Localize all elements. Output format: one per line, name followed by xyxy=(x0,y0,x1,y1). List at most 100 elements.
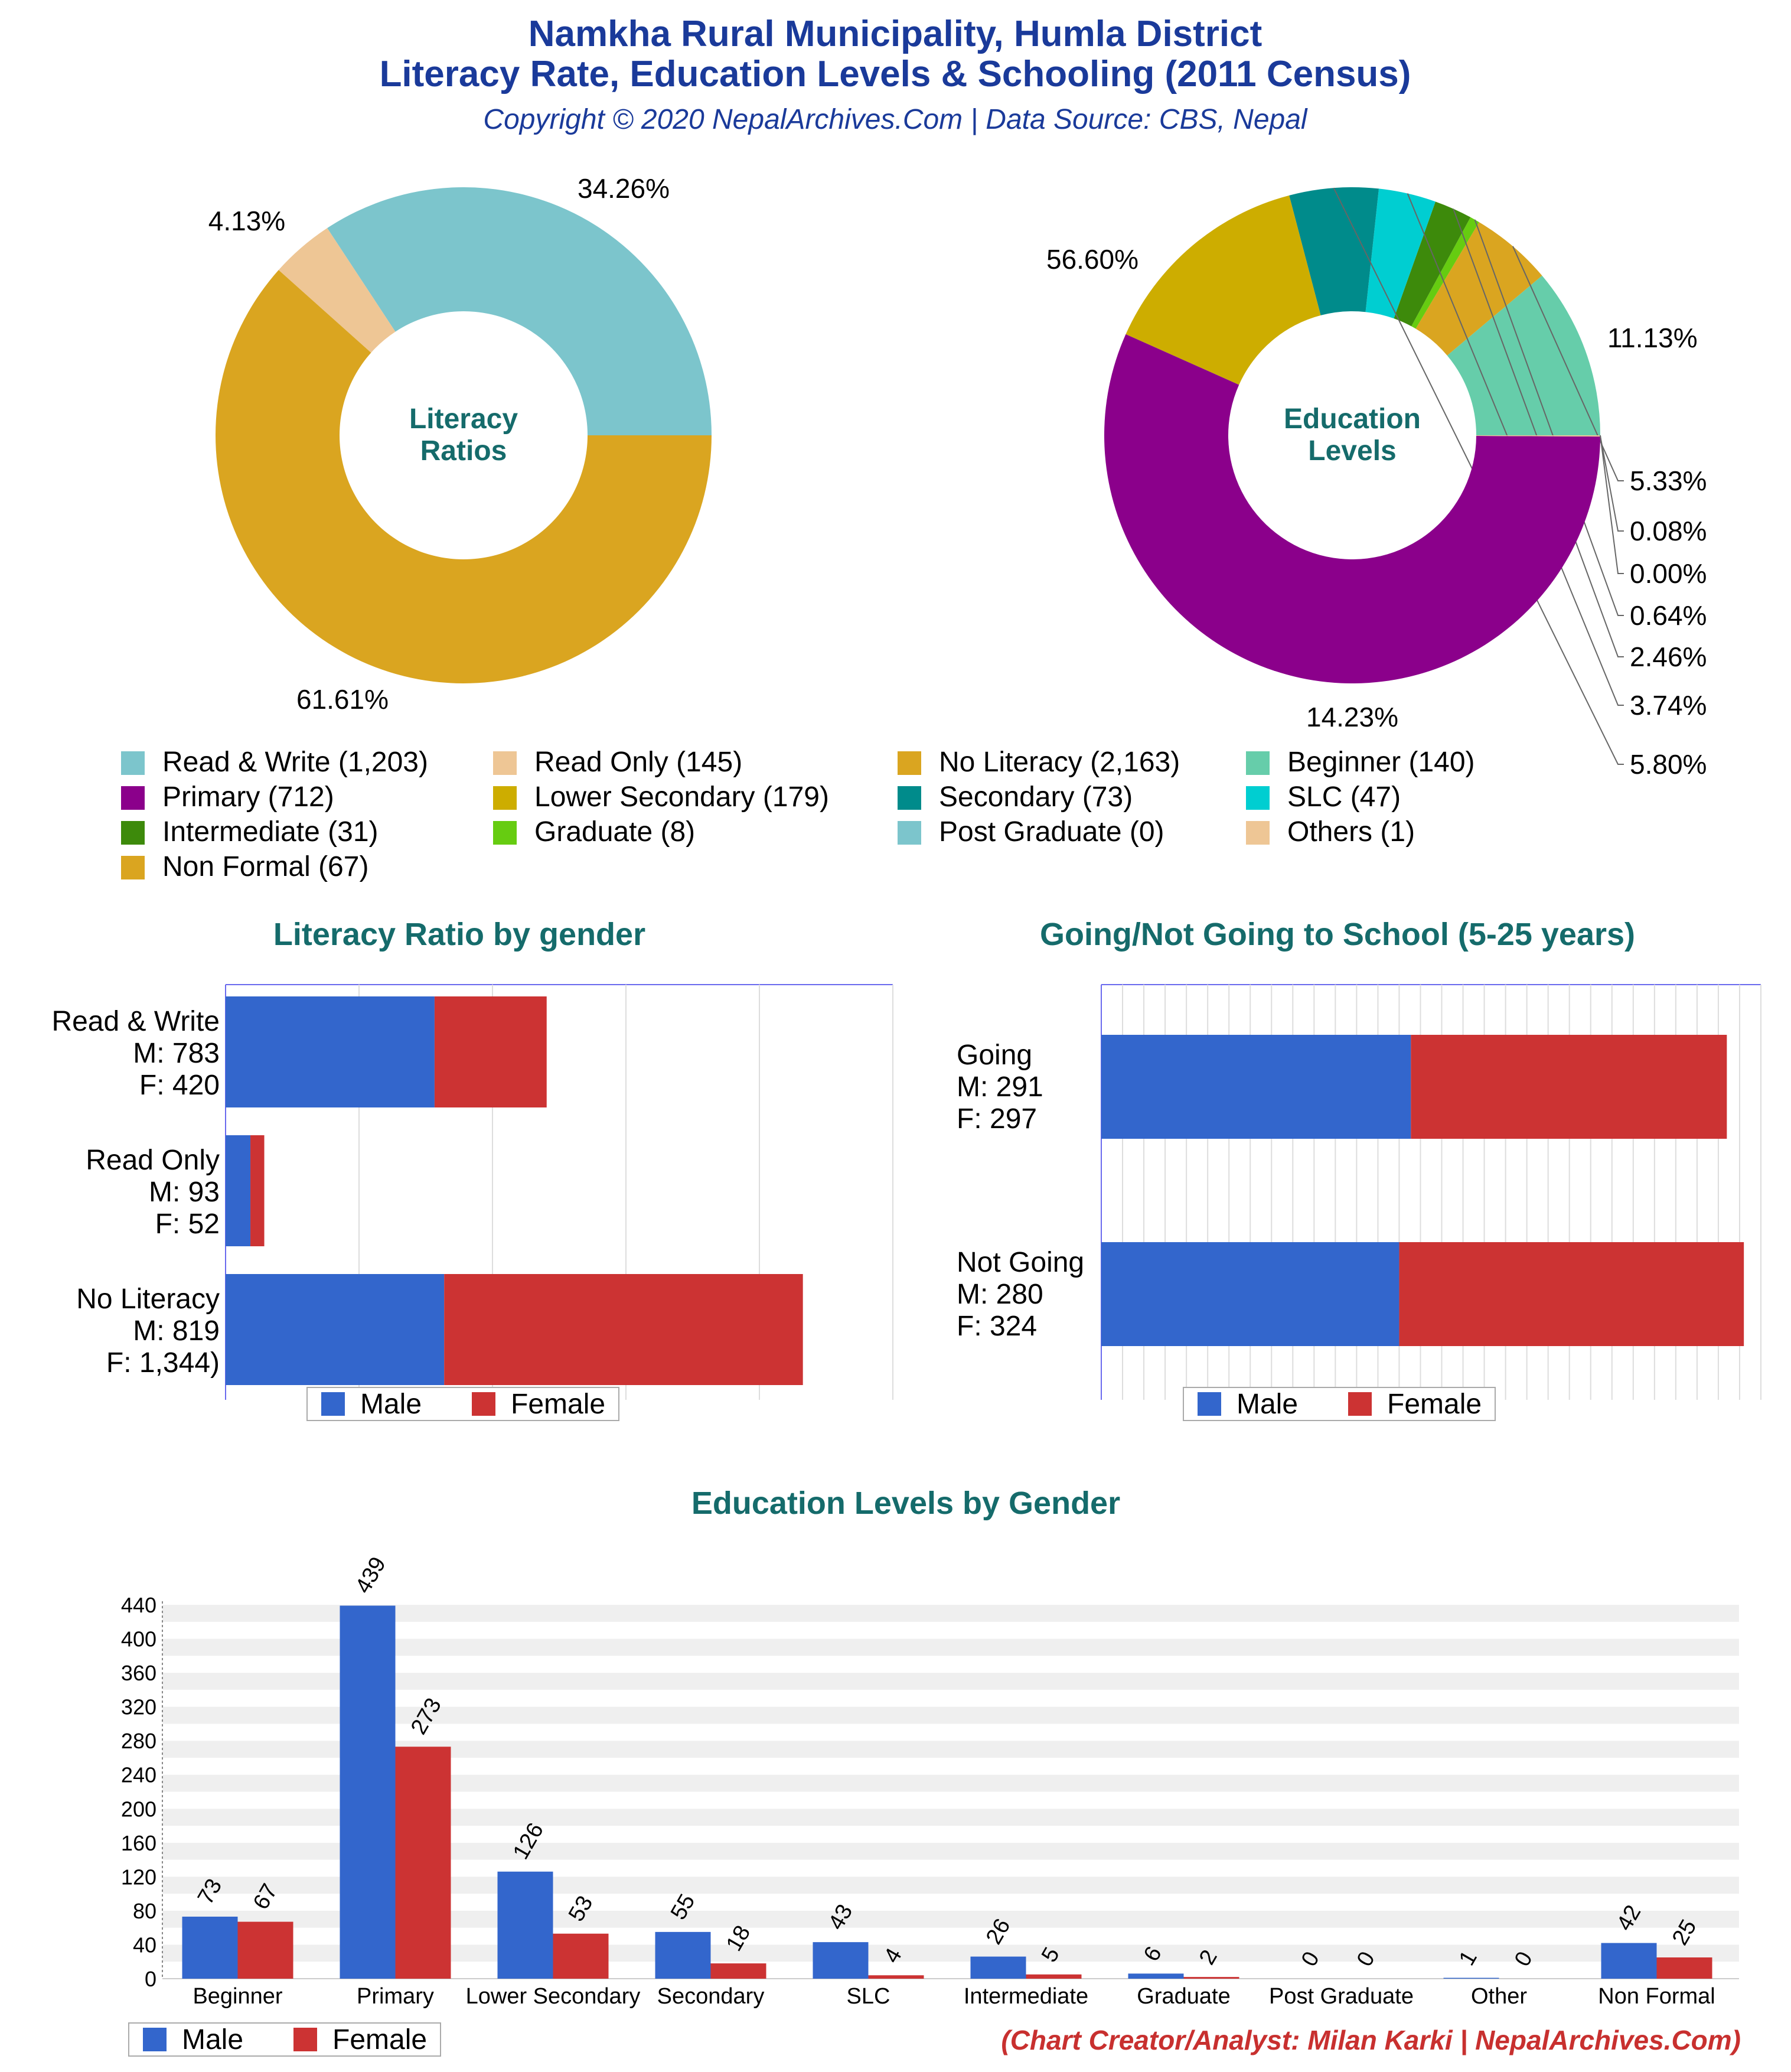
y-tick-label-360: 360 xyxy=(121,1661,156,1685)
category-label-going-line-2: M: 291 xyxy=(957,1071,1043,1103)
background-band xyxy=(162,1724,1739,1741)
percent-label-graduate: 0.64% xyxy=(1630,600,1707,631)
x-tick-label-primary: Primary xyxy=(357,1984,434,2009)
leader-line-slc xyxy=(1407,193,1624,706)
background-band xyxy=(162,1638,1739,1656)
bar-graduate-male xyxy=(1128,1973,1184,1979)
x-tick-label-lower-secondary: Lower Secondary xyxy=(466,1984,641,2009)
percent-label-beginner: 11.13% xyxy=(1607,322,1698,353)
legend-swatch-non-formal-67 xyxy=(121,856,145,879)
bar-secondary-male xyxy=(655,1931,711,1979)
percent-label-slc: 3.74% xyxy=(1630,690,1707,721)
bar-graduate-female xyxy=(1183,1977,1239,1979)
legend-swatch-no-literacy-2-163 xyxy=(898,751,921,775)
background-band xyxy=(162,1621,1739,1639)
legend-label-male: Male xyxy=(360,1389,422,1420)
category-label-read-write-line-3: F: 420 xyxy=(139,1070,220,1101)
x-tick-label-secondary: Secondary xyxy=(657,1984,765,2009)
title-line-1: Namkha Rural Municipality, Humla Distric… xyxy=(529,14,1262,54)
legend-label-intermediate-31: Intermediate (31) xyxy=(162,816,379,848)
bar-other-male xyxy=(1443,1977,1499,1979)
category-label-going-line-1: Going xyxy=(957,1040,1032,1071)
bar-primary-male xyxy=(340,1605,396,1979)
percent-label-secondary: 5.80% xyxy=(1630,749,1707,780)
legend-box xyxy=(306,1387,619,1421)
bar-slc-female xyxy=(868,1975,924,1979)
leader-line-secondary xyxy=(1333,187,1624,765)
legend-label-female: Female xyxy=(511,1389,605,1420)
copyright-line: Copyright © 2020 NepalArchives.Com | Dat… xyxy=(483,104,1307,135)
bar-beginner-female xyxy=(237,1921,293,1979)
category-label-read-only-line-3: F: 52 xyxy=(155,1208,220,1240)
legend-label-slc-47: SLC (47) xyxy=(1287,781,1401,813)
legend-swatch-lower-secondary-179 xyxy=(493,786,517,810)
percent-label-intermediate: 2.46% xyxy=(1630,641,1707,672)
legend-label-secondary-73: Secondary (73) xyxy=(939,781,1133,813)
legend-label-male: Male xyxy=(1237,1389,1298,1420)
legend-swatch-female xyxy=(1348,1392,1372,1416)
background-band xyxy=(162,1656,1739,1673)
category-label-not-going-line-1: Not Going xyxy=(957,1247,1084,1278)
legend-swatch-male xyxy=(143,2028,167,2051)
background-band xyxy=(162,1706,1739,1724)
x-tick-label-non-formal: Non Formal xyxy=(1598,1984,1715,2009)
category-label-read-only-line-1: Read Only xyxy=(86,1145,220,1176)
x-tick-label-beginner: Beginner xyxy=(193,1984,282,2009)
legend-swatch-read-only-145 xyxy=(493,751,517,775)
school-chart-title: Going/Not Going to School (5-25 years) xyxy=(1040,917,1635,952)
y-tick-label-0: 0 xyxy=(145,1967,156,1991)
bar-going-male xyxy=(1101,1035,1411,1139)
legend-swatch-post-graduate-0 xyxy=(898,821,921,845)
category-label-read-write-line-2: M: 783 xyxy=(133,1038,220,1069)
legend-swatch-female xyxy=(472,1392,495,1416)
legend-label-beginner-140: Beginner (140) xyxy=(1287,747,1475,778)
category-label-not-going-line-3: F: 324 xyxy=(957,1311,1037,1342)
bar-slc-male xyxy=(813,1942,869,1979)
y-tick-label-280: 280 xyxy=(121,1729,156,1753)
legend-label-graduate-8: Graduate (8) xyxy=(534,816,695,848)
percent-label-others: 0.08% xyxy=(1630,516,1707,546)
legend-label-male: Male xyxy=(182,2024,243,2055)
category-label-going-line-3: F: 297 xyxy=(957,1103,1037,1135)
legend-swatch-read-write-1-203 xyxy=(121,751,145,775)
slice-lower-secondary xyxy=(1126,195,1321,385)
legend: Male Female xyxy=(128,2022,441,2057)
legend: Male Female xyxy=(306,1387,619,1421)
y-tick-label-400: 400 xyxy=(121,1627,156,1651)
y-tick-label-200: 200 xyxy=(121,1797,156,1821)
credit-line: (Chart Creator/Analyst: Milan Karki | Ne… xyxy=(1001,2025,1741,2055)
legend-label-post-graduate-0: Post Graduate (0) xyxy=(939,816,1164,848)
legend-box xyxy=(128,2022,441,2057)
y-tick-label-120: 120 xyxy=(121,1865,156,1889)
category-label-read-only-line-2: M: 93 xyxy=(149,1177,220,1208)
category-label-not-going-line-2: M: 280 xyxy=(957,1279,1043,1310)
bar-not-going-male xyxy=(1101,1242,1399,1346)
legend-label-female: Female xyxy=(1387,1389,1482,1420)
title-line-2: Literacy Rate, Education Levels & School… xyxy=(380,54,1411,95)
bar-lower-secondary-male xyxy=(497,1871,553,1979)
x-tick-label-graduate: Graduate xyxy=(1137,1984,1230,2009)
category-label-no-literacy-line-3: F: 1,344) xyxy=(106,1347,220,1379)
percent-label-no-literacy: 61.61% xyxy=(296,684,389,715)
slice-primary xyxy=(1104,334,1600,683)
bar-read-write-female xyxy=(434,996,547,1107)
background-band xyxy=(162,1689,1739,1707)
bar-read-only-female xyxy=(250,1135,265,1246)
center-label-line-1: Education xyxy=(1284,403,1421,435)
main-legend: Read & Write (1,203) Read Only (145) No Li… xyxy=(121,747,1475,882)
legend-swatch-female xyxy=(293,2028,317,2051)
leader-line-others xyxy=(1600,435,1624,532)
bar-non-formal-male xyxy=(1601,1943,1657,1979)
y-tick-label-440: 440 xyxy=(121,1593,156,1617)
percent-label-read-write: 34.26% xyxy=(578,173,670,204)
bar-going-female xyxy=(1411,1035,1727,1139)
percent-label-read-only: 4.13% xyxy=(208,206,285,236)
x-tick-label-slc: SLC xyxy=(847,1984,890,2009)
slice-others xyxy=(1476,435,1600,437)
bar-read-write-male xyxy=(226,996,435,1107)
